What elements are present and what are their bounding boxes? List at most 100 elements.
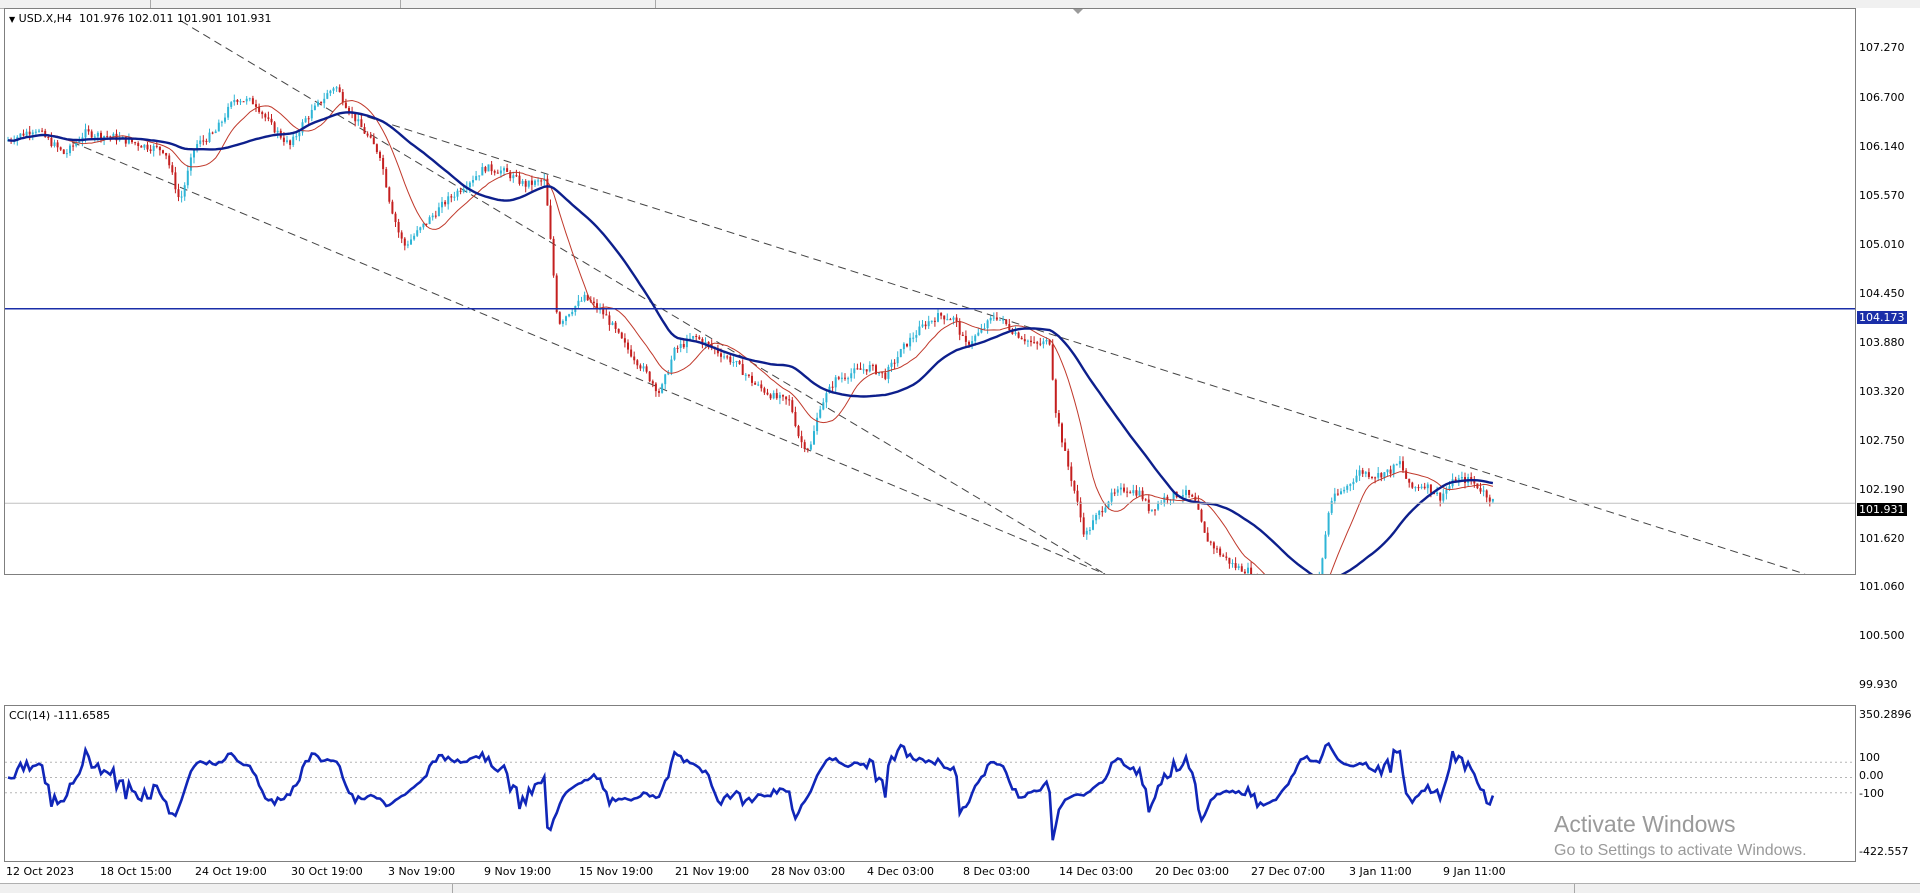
cci-tick-label: -100 — [1859, 787, 1884, 800]
candle-body — [348, 107, 350, 113]
candle-body — [825, 393, 828, 403]
time-tick-label: 15 Nov 19:00 — [579, 865, 654, 878]
candle-body — [664, 374, 667, 385]
time-axis[interactable]: 12 Oct 2023 18 Oct 15:00 24 Oct 19:00 30… — [0, 862, 1920, 883]
candle-body — [93, 136, 96, 138]
candle-body — [831, 386, 834, 388]
symbol-timeframe: USD.X,H4 — [18, 12, 72, 25]
horizontal-line-price-tag[interactable]: 104.173 — [1857, 311, 1907, 324]
candle-body — [1188, 489, 1191, 495]
candle-body — [313, 105, 316, 110]
candle-body — [738, 361, 741, 365]
candle-body — [304, 118, 307, 123]
candle-body — [992, 317, 995, 319]
candle-body — [1237, 566, 1240, 568]
candle-body — [437, 207, 440, 217]
candle-body — [527, 180, 530, 187]
price-tick-label: 103.320 — [1859, 385, 1905, 398]
chart-shift-marker-icon[interactable] — [1073, 9, 1083, 14]
candle-body — [1219, 548, 1222, 556]
candle-body — [459, 190, 462, 192]
time-tick-label: 27 Dec 07:00 — [1251, 865, 1325, 878]
candle-body — [360, 119, 363, 128]
candle-body — [952, 317, 955, 320]
candle-body — [1234, 563, 1237, 568]
candle-body — [729, 356, 732, 363]
candle-body — [853, 368, 856, 374]
candle-body — [955, 317, 958, 322]
trend-channel-line[interactable] — [354, 112, 1806, 574]
candle-body — [394, 213, 397, 223]
candle-body — [1073, 480, 1076, 491]
trend-channel-line[interactable] — [59, 136, 1106, 574]
candle-body — [202, 140, 205, 142]
candle-body — [1048, 340, 1051, 345]
candle-body — [84, 129, 87, 138]
candle-body — [1243, 571, 1246, 574]
price-tick-label: 107.270 — [1859, 41, 1905, 54]
candle-body — [1231, 563, 1234, 565]
candle-body — [143, 144, 146, 148]
candle-body — [692, 336, 695, 339]
candle-body — [902, 343, 905, 350]
price-scale[interactable]: 107.270 106.700 106.140 105.570 105.010 … — [1856, 8, 1920, 575]
candle-body — [518, 175, 521, 184]
candle-body — [1212, 542, 1215, 549]
candle-body — [366, 133, 369, 136]
bottom-tabs-bar[interactable] — [0, 883, 1920, 893]
candle-body — [69, 145, 71, 154]
candle-body — [1150, 509, 1153, 511]
tab-separator — [400, 0, 401, 8]
candle-body — [933, 320, 936, 322]
candle-body — [329, 90, 332, 94]
candle-body — [782, 395, 784, 397]
candle-body — [555, 275, 558, 313]
candle-body — [964, 335, 967, 342]
time-tick-label: 3 Nov 19:00 — [388, 865, 456, 878]
collapse-triangle-icon[interactable]: ▼ — [9, 15, 16, 24]
candle-body — [1051, 344, 1054, 380]
price-chart-canvas[interactable] — [5, 9, 1855, 574]
candle-body — [487, 164, 490, 172]
slow-moving-average-line — [7, 111, 1494, 574]
cci-line — [7, 741, 1495, 841]
candle-body — [1473, 480, 1476, 484]
candle-body — [909, 337, 912, 347]
candle-body — [679, 344, 682, 348]
candle-body — [87, 129, 90, 132]
cci-tick-label: -422.557 — [1859, 845, 1909, 858]
candle-body — [391, 201, 394, 214]
candle-body — [103, 136, 106, 140]
candle-body — [986, 320, 989, 329]
candle-body — [503, 168, 505, 171]
candle-body — [1340, 491, 1342, 495]
candle-body — [1054, 379, 1057, 414]
candle-body — [602, 308, 605, 315]
candle-body — [410, 239, 412, 245]
cci-canvas[interactable] — [5, 706, 1855, 861]
candle-body — [261, 112, 264, 115]
candle-body — [661, 384, 664, 393]
time-tick-label: 30 Oct 19:00 — [291, 865, 363, 878]
candle-body — [1439, 492, 1442, 501]
price-chart-pane[interactable]: ▼ USD.X,H4 101.976 102.011 101.901 101.9… — [4, 8, 1856, 575]
candle-body — [971, 341, 974, 345]
candle-body — [617, 328, 620, 333]
candle-body — [447, 196, 450, 205]
candle-body — [726, 356, 729, 358]
candle-body — [1402, 461, 1404, 471]
candle-body — [193, 150, 195, 158]
candle-body — [140, 145, 143, 148]
cci-indicator-pane[interactable]: CCI(14) -111.6585 — [4, 705, 1856, 862]
candle-body — [735, 361, 738, 363]
candle-body — [999, 319, 1001, 321]
candle-body — [1166, 496, 1169, 500]
candle-body — [1491, 498, 1494, 502]
candle-body — [797, 426, 800, 437]
candle-body — [918, 326, 921, 336]
candle-body — [1064, 442, 1067, 451]
candle-body — [847, 378, 850, 380]
candle-body — [1395, 464, 1398, 466]
candle-body — [1005, 319, 1008, 325]
trend-channel-line[interactable] — [180, 20, 1106, 574]
